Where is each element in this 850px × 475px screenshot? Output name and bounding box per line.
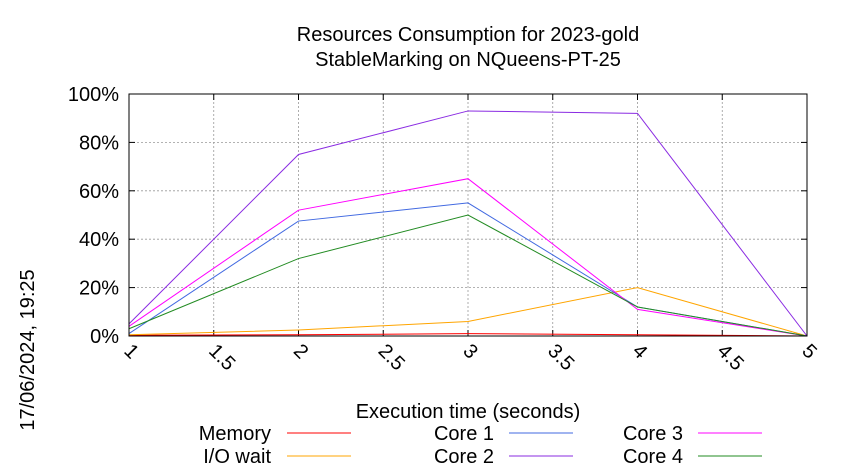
series-line-core-3 (128, 178, 808, 337)
plot-frame (128, 93, 808, 337)
series-line-core-2 (128, 110, 808, 337)
legend-label: Core 3 (623, 423, 683, 445)
series-line-core-4 (128, 214, 808, 337)
legend-label: Core 2 (434, 446, 494, 468)
legend-label: Core 4 (623, 446, 683, 468)
x-tick-label: 1 (119, 340, 142, 363)
chart-title-line-2: StableMarking on NQueens-PT-25 (315, 49, 621, 71)
x-tick-label: 3.5 (543, 340, 578, 375)
x-tick-label: 4.5 (713, 340, 748, 375)
y-tick-label: 60% (79, 181, 119, 203)
y-tick-label: 80% (79, 132, 119, 154)
x-tick-label: 2 (289, 340, 312, 363)
x-tick-label: 3 (458, 340, 481, 363)
x-tick-label: 2.5 (374, 340, 409, 375)
legend-label: Memory (199, 423, 271, 445)
chart-title-line-1: Resources Consumption for 2023-gold (297, 24, 639, 46)
x-tick-label: 5 (797, 340, 820, 363)
y-tick-label: 100% (68, 84, 119, 106)
timestamp-label: 17/06/2024, 19:25 (17, 269, 39, 430)
y-axis-ticks: 0% 20% 40% 60% 80% 100% (68, 84, 807, 348)
y-tick-label: 0% (90, 326, 119, 348)
legend-label: Core 1 (434, 423, 494, 445)
series-line-memory (128, 333, 808, 337)
y-tick-label: 40% (79, 229, 119, 251)
series-line-i-o-wait (128, 287, 808, 337)
series-lines (128, 110, 808, 337)
x-tick-label: 4 (628, 340, 651, 363)
y-tick-label: 20% (79, 278, 119, 300)
x-tick-label: 1.5 (204, 340, 239, 375)
legend-label: I/O wait (203, 446, 271, 468)
x-axis-label: Execution time (seconds) (356, 401, 581, 423)
x-axis-ticks: 1 1.5 2 2.5 3 3.5 4 4.5 5 (119, 94, 821, 375)
